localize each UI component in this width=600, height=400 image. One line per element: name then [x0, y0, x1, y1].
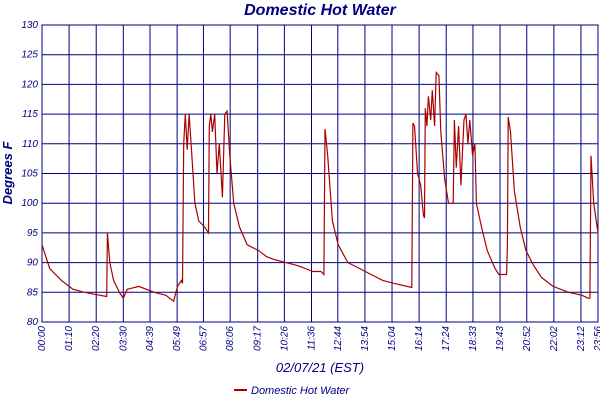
y-tick-label: 95 [27, 228, 39, 239]
y-tick-label: 125 [21, 50, 38, 61]
x-tick-label: 00:00 [37, 326, 48, 351]
x-tick-label: 01:10 [64, 326, 75, 351]
x-tick-label: 20:52 [522, 326, 533, 352]
y-tick-label: 110 [22, 139, 38, 150]
y-tick-label: 105 [21, 169, 38, 180]
y-tick-label: 80 [27, 317, 39, 328]
x-tick-label: 06:57 [198, 326, 209, 351]
x-tick-label: 08:06 [225, 326, 236, 351]
x-tick-label: 23:12 [576, 326, 587, 352]
legend-label: Domestic Hot Water [251, 385, 351, 397]
x-tick-label: 18:33 [468, 326, 479, 351]
x-tick-label: 22:02 [549, 326, 560, 352]
y-axis-label: Degrees F [0, 141, 15, 205]
x-tick-label: 11:36 [306, 326, 317, 351]
x-axis-label: 02/07/21 (EST) [276, 360, 364, 375]
y-tick-label: 130 [21, 20, 38, 31]
x-tick-label: 09:17 [253, 326, 264, 351]
x-tick-label: 12:44 [333, 326, 344, 351]
x-tick-label: 17:24 [441, 326, 452, 351]
x-tick-label: 04:39 [145, 326, 156, 351]
line [41, 70, 599, 303]
chart-title: Domestic Hot Water [244, 2, 397, 19]
y-tick-label: 120 [21, 79, 38, 90]
y-tick-label: 115 [22, 109, 38, 120]
x-tick-label: 02:20 [91, 326, 102, 351]
x-tick-label: 16:14 [414, 326, 425, 351]
x-tick-label: 13:54 [360, 326, 371, 351]
y-tick-label: 100 [21, 198, 38, 209]
y-tick-label: 90 [27, 258, 39, 269]
x-tick-label: 10:26 [279, 326, 290, 351]
x-tick-label: 15:04 [387, 326, 398, 351]
x-tick-label: 05:49 [172, 326, 183, 351]
x-tick-label: 23:56 [593, 326, 600, 352]
y-tick-label: 85 [27, 287, 39, 298]
x-tick-label: 19:43 [495, 326, 506, 351]
x-tick-label: 03:30 [118, 326, 129, 351]
